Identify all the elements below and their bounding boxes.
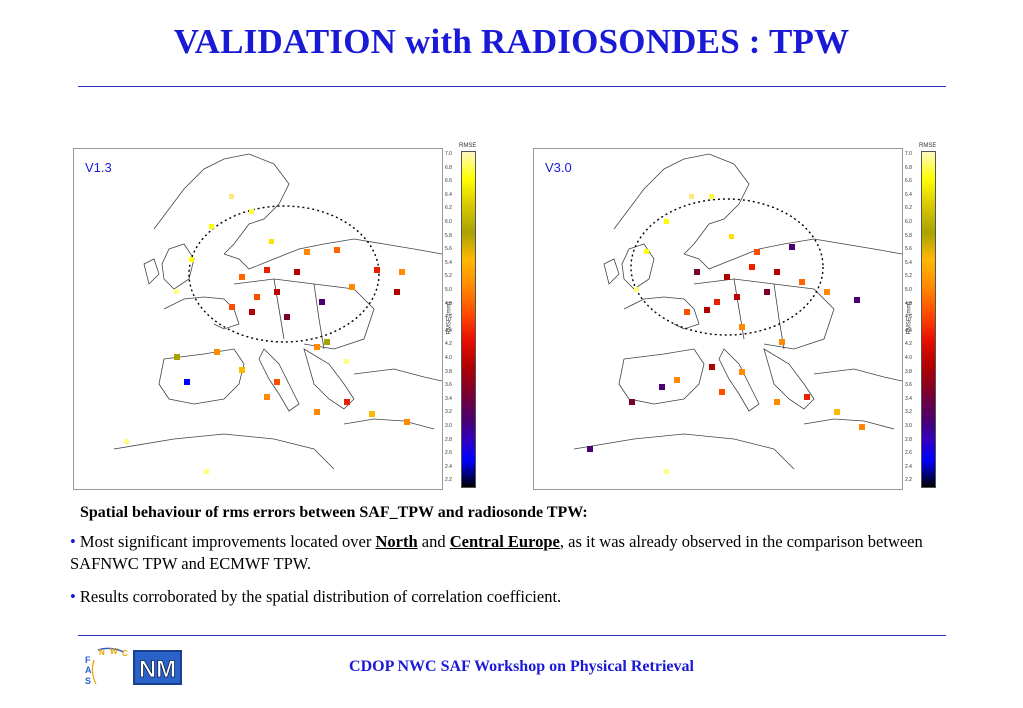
colorbar-ticks: 7.0 6.8 6.6 6.4 6.2 6.0 5.8 5.6 5.4 5.2 …: [905, 151, 919, 486]
bullet-improvements: • Most significant improvements located …: [70, 531, 940, 575]
europe-map-v13: [113, 153, 442, 474]
colorbar-tick: 4.8: [905, 300, 912, 307]
bullet1-north: North: [375, 532, 418, 551]
colorbar-tick: 5.2: [445, 273, 452, 280]
map-v13: [73, 148, 443, 490]
map-label-v13: V1.3: [85, 160, 112, 175]
saf-letter-a: A: [85, 665, 92, 675]
colorbar-gradient: [461, 151, 476, 488]
bullet1-and: and: [417, 532, 450, 551]
slide-title: VALIDATION with RADIOSONDES : TPW: [173, 22, 850, 61]
colorbar-tick: 5.4: [445, 259, 452, 266]
colorbar-tick: 4.2: [445, 341, 452, 348]
colorbar-tick: 7.0: [905, 151, 912, 157]
colorbar-tick: 2.8: [905, 436, 912, 443]
colorbar-tick: 3.4: [445, 395, 452, 402]
colorbar-tick: 3.6: [905, 382, 912, 389]
inm-logo-mark: NM: [138, 656, 176, 684]
colorbar-tick: 6.8: [445, 164, 452, 171]
colorbar-tick: 4.8: [445, 300, 452, 307]
colorbar-tick: 6.2: [445, 205, 452, 212]
colorbar-tick: 5.8: [905, 232, 912, 239]
colorbar-tick: 2.6: [905, 450, 912, 457]
bullet1-central-europe: Central Europe: [449, 532, 560, 551]
colorbar-tick: 6.6: [905, 178, 912, 185]
colorbar-tick: 3.6: [445, 382, 452, 389]
colorbar-tick: 2.6: [445, 450, 452, 457]
inm-logo: NM: [133, 650, 182, 685]
colorbar-title: RMSE: [459, 143, 477, 149]
colorbar-tick: 6.4: [445, 191, 452, 198]
title-divider: [78, 86, 946, 87]
colorbar-tick: 6.0: [905, 219, 912, 225]
colorbar-tick: 4.0: [905, 355, 912, 361]
colorbar-tick: 4.6: [445, 314, 452, 321]
europe-map-v30: [573, 153, 902, 474]
colorbar-tick: 3.0: [445, 423, 452, 429]
bullet-corroborated: • Results corroborated by the spatial di…: [70, 586, 940, 608]
colorbar-tick: 5.6: [905, 246, 912, 253]
colorbar-tick: 4.0: [445, 355, 452, 361]
saf-letter-f: F: [85, 655, 91, 665]
caption-heading: Spatial behaviour of rms errors between …: [80, 504, 588, 521]
colorbar-tick: 5.6: [445, 246, 452, 253]
colorbar-tick: 3.8: [905, 368, 912, 375]
colorbar-tick: 2.2: [445, 477, 452, 484]
map-label-v30: V3.0: [545, 160, 572, 175]
bullet-dot: •: [70, 532, 76, 551]
colorbar-tick: 3.8: [445, 368, 452, 375]
colorbar-tick: 4.4: [905, 327, 912, 334]
colorbar-v30: RMSE 7.0 6.8 6.6 6.4 6.2 6.0 5.8 5.6 5.4…: [905, 143, 949, 490]
colorbar-tick: 5.0: [905, 287, 912, 293]
colorbar-tick: 3.4: [905, 395, 912, 402]
colorbar-tick: 3.2: [905, 409, 912, 416]
colorbar-tick: 5.8: [445, 232, 452, 239]
bullet1-text-pre: Most significant improvements located ov…: [75, 532, 376, 551]
colorbar-tick: 4.2: [905, 341, 912, 348]
bullet1-text-post: , as it was already observed in the comp…: [70, 532, 923, 573]
colorbar-tick: 4.4: [445, 327, 452, 334]
map-panel-v30: V3.0 RMSE 7.0 6.8 6.6 6.4 6.2 6.0 5.8 5.…: [533, 143, 949, 490]
saf-nwc-logo: S A F N W C: [85, 647, 128, 686]
bullet2-text: Results corroborated by the spatial dist…: [75, 587, 562, 606]
colorbar-tick: 6.4: [905, 191, 912, 198]
colorbar-tick: 3.0: [905, 423, 912, 429]
colorbar-tick: 6.2: [905, 205, 912, 212]
colorbar-tick: 6.8: [905, 164, 912, 171]
colorbar-tick: 6.6: [445, 178, 452, 185]
map-panel-v13: V1.3 RMSE 7.0 6.8 6.6 6.4 6.2 6.0 5.8 5.…: [73, 143, 489, 490]
colorbar-tick: 6.0: [445, 219, 452, 225]
colorbar-axis-label: RMSE (mm): [446, 301, 453, 335]
colorbar-axis-label: RMSE (mm): [906, 301, 913, 335]
saf-letter-s: S: [85, 676, 91, 686]
colorbar-tick: 5.2: [905, 273, 912, 280]
colorbar-tick: 5.4: [905, 259, 912, 266]
colorbar-tick: 2.8: [445, 436, 452, 443]
nwc-letter-w: W: [110, 647, 118, 656]
colorbar-tick: 2.2: [905, 477, 912, 484]
footer-text: CDOP NWC SAF Workshop on Physical Retrie…: [349, 658, 694, 675]
colorbar-tick: 3.2: [445, 409, 452, 416]
bullet-dot: •: [70, 587, 76, 606]
inm-logo-text: NM: [139, 656, 176, 683]
colorbar-gradient: [921, 151, 936, 488]
colorbar-tick: 7.0: [445, 151, 452, 157]
colorbar-title: RMSE: [919, 143, 937, 149]
colorbar-tick: 4.6: [905, 314, 912, 321]
colorbar-tick: 5.0: [445, 287, 452, 293]
colorbar-tick: 2.4: [445, 463, 452, 470]
map-v30: [533, 148, 903, 490]
nwc-letter-c: C: [122, 649, 128, 658]
nwc-letter-n: N: [99, 648, 105, 657]
colorbar-ticks: 7.0 6.8 6.6 6.4 6.2 6.0 5.8 5.6 5.4 5.2 …: [445, 151, 459, 486]
colorbar-tick: 2.4: [905, 463, 912, 470]
footer-divider: [78, 635, 946, 636]
colorbar-v13: RMSE 7.0 6.8 6.6 6.4 6.2 6.0 5.8 5.6 5.4…: [445, 143, 489, 490]
